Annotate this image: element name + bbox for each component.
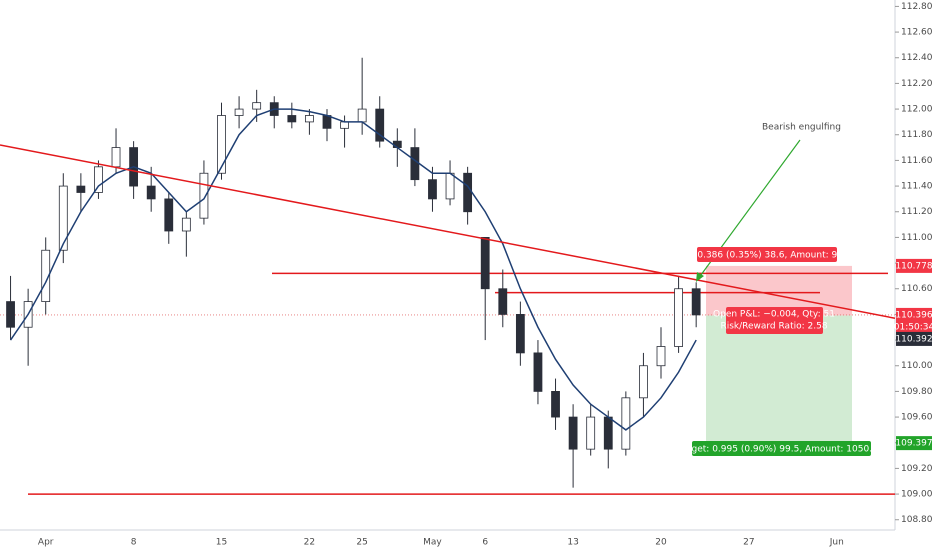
candle-body [428,179,437,200]
target-badge: 109.397 [895,439,932,449]
y-tick-label: 111.200 [901,207,932,217]
annotation: Bearish engulfing [762,123,841,133]
candle-body [252,102,262,110]
x-tick-label: 8 [131,538,137,548]
candle-body [621,397,631,450]
candle-body [533,352,543,392]
countdown-badge-box [896,319,932,334]
candle-body [498,288,508,315]
candle-body [603,416,613,450]
candle-body [76,185,86,193]
pnl-label-box [726,307,823,334]
candle-body [639,365,648,399]
candle-body [586,416,596,450]
candle-body [480,237,490,290]
y-tick-label: 109.200 [901,464,932,474]
arrow-head [696,272,704,282]
candle-body [375,108,385,142]
candle-body [217,115,226,174]
candle-body [392,140,402,148]
target-label-box [692,441,871,456]
x-tick-label: 20 [655,538,667,548]
candle-body [463,172,473,213]
y-tick-label: 112.000 [901,105,932,115]
stop-badge: 110.778 [895,261,932,271]
y-tick-label: 112.600 [901,28,932,38]
candle-body [656,346,666,367]
stop-label: Stop: 0.386 (0.35%) 38.6, Amount: 980.31 [671,251,863,261]
stop-label-box [697,247,837,262]
y-tick-label: 108.800 [901,515,932,525]
y-tick-label: 112.200 [901,79,932,89]
y-tick-label: 112.400 [901,53,932,63]
y-tick-label: 109.600 [901,413,932,423]
y-tick-label: 110.600 [901,284,932,294]
candle-body [58,185,68,251]
candle-body [322,115,332,129]
y-tick-label: 111.800 [901,130,932,140]
trendline [0,144,896,319]
candle-body [357,108,367,123]
entry-badge-box [896,331,932,346]
target-zone [706,315,852,444]
stop-badge-box [896,258,932,273]
candle-body [111,147,121,168]
candle-body [340,121,349,129]
y-tick-label: 109.000 [901,490,932,500]
target-badge-box [896,436,932,451]
candle-body [551,391,560,418]
y-tick-label: 111.400 [901,182,932,192]
candle-body [41,249,51,302]
candle-body [6,301,15,328]
candle-body [94,166,103,193]
x-tick-label: May [423,538,442,548]
last-price-badge-box [896,307,932,322]
candle-body [146,185,156,200]
x-tick-label: 22 [304,538,315,548]
x-tick-label: 15 [216,538,227,548]
target-label: Target: 0.995 (0.90%) 99.5, Amount: 1050… [677,445,883,455]
countdown-badge: 01:50:34 [894,322,932,332]
candle-body [181,217,191,232]
x-tick-label: Jun [829,538,844,548]
candle-body [199,172,209,219]
y-tick-label: 111.000 [901,233,932,243]
pnl-label: Open P&L: −0.004, Qty: 51 [713,310,835,320]
candle-body [287,115,297,123]
x-tick-label: 6 [482,538,488,548]
candle-body [691,288,701,316]
candle-body [234,108,244,116]
candle-body [410,147,420,181]
last-price-badge: 110.396 [895,310,932,320]
y-tick-label: 110.000 [901,361,932,371]
y-tick-label: 111.600 [901,156,932,166]
y-tick-label: 112.800 [901,2,932,12]
x-tick-label: 27 [743,538,754,548]
candle-body [164,198,174,232]
y-tick-label: 109.800 [901,387,932,397]
candle-body [445,172,455,200]
x-tick-label: Apr [38,538,54,548]
moving-average [9,108,697,431]
candle-body [568,416,578,450]
x-tick-label: 13 [567,538,578,548]
rr-label: Risk/Reward Ratio: 2.58 [720,322,827,332]
candle-body [305,115,314,123]
x-tick-label: 25 [356,538,367,548]
entry-badge: 110.392 [895,334,932,344]
candle-body [674,288,683,347]
candle-body [515,314,525,354]
